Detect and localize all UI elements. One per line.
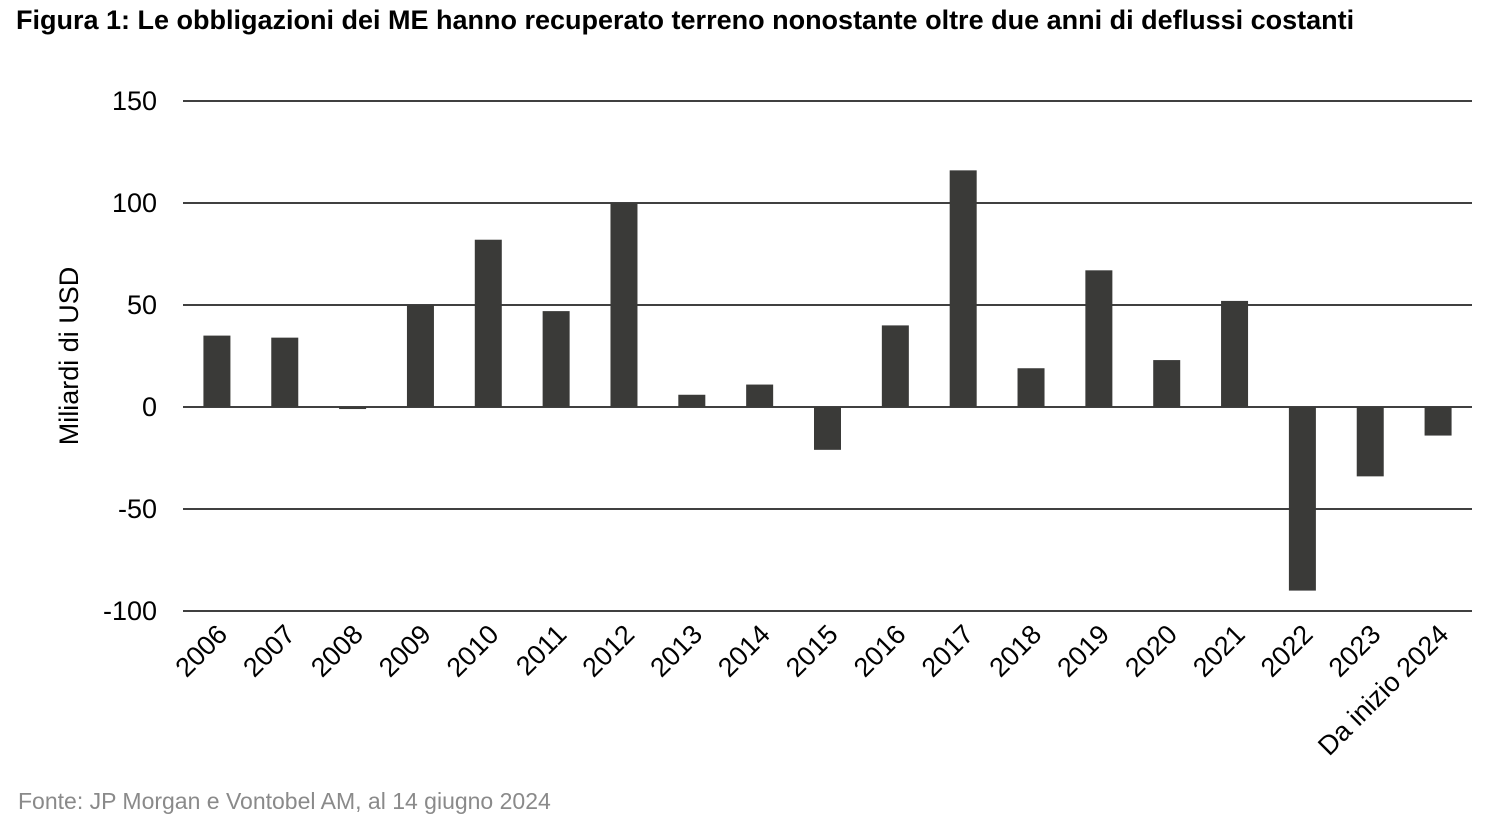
bar: [1153, 360, 1181, 407]
source-note: Fonte: JP Morgan e Vontobel AM, al 14 gi…: [18, 788, 551, 814]
x-tick-label: 2013: [644, 619, 708, 683]
y-axis-label: Miliardi di USD: [54, 267, 84, 446]
bar: [474, 239, 502, 407]
bar: [678, 394, 706, 407]
y-tick-label: 100: [112, 188, 157, 218]
x-tick-label: 2007: [237, 619, 301, 683]
bars: [203, 170, 1452, 591]
x-tick-label: 2020: [1119, 619, 1183, 683]
x-axis-ticks: 2006 2007 2008 2009 2010 2011 2012 2013 2014 2015…: [169, 619, 1454, 761]
x-tick-label: 2008: [305, 619, 369, 683]
x-tick-label: 2015: [780, 619, 844, 683]
x-tick-label: 2017: [916, 619, 980, 683]
bar: [1356, 407, 1384, 477]
y-axis-ticks: 150 100 50 0 -50 -100: [103, 86, 157, 626]
y-tick-label: 0: [142, 392, 157, 422]
x-tick-label: 2023: [1323, 619, 1387, 683]
x-tick-label: 2018: [984, 619, 1048, 683]
y-tick-label: 150: [112, 86, 157, 116]
bar: [203, 335, 231, 407]
x-tick-label: 2014: [712, 619, 776, 683]
bar: [271, 337, 299, 407]
x-tick-label: 2010: [441, 619, 505, 683]
bar: [1221, 300, 1249, 407]
x-tick-label: 2022: [1255, 619, 1319, 683]
bar: [949, 170, 977, 407]
bar: [1424, 407, 1452, 436]
bar: [746, 384, 774, 407]
bar: [814, 407, 841, 450]
bar: [1288, 407, 1316, 591]
chart-title: Figura 1: Le obbligazioni dei ME hanno r…: [16, 5, 1355, 35]
y-tick-label: 50: [127, 290, 157, 320]
x-tick-label: 2011: [510, 619, 572, 681]
x-tick-label: 2009: [373, 619, 437, 683]
bar: [881, 325, 909, 407]
x-tick-label: 2012: [577, 619, 641, 683]
x-tick-label: 2019: [1051, 619, 1115, 683]
bar: [610, 203, 638, 407]
y-tick-label: -100: [103, 596, 157, 626]
y-tick-label: -50: [118, 494, 157, 524]
bar: [406, 305, 434, 407]
gridlines: [183, 100, 1472, 612]
bar: [542, 311, 570, 407]
x-tick-label: 2006: [169, 619, 233, 683]
x-tick-label: 2016: [848, 619, 912, 683]
bar: [339, 407, 367, 410]
bar: [1085, 270, 1113, 407]
x-tick-label: 2021: [1187, 619, 1251, 683]
bar: [1017, 368, 1045, 407]
